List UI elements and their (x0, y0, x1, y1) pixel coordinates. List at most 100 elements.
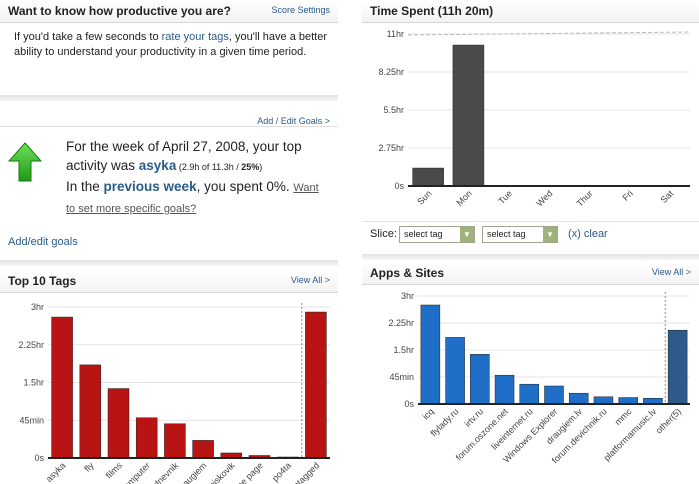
apps-sites-view-all-link[interactable]: View All > (651, 267, 691, 277)
x-tick-label: mmc (613, 406, 634, 427)
y-tick-label: 5.5hr (383, 105, 404, 115)
clear-slice-link[interactable]: (x) clear (568, 228, 608, 240)
apps-sites-header: Apps & Sites View All > (362, 262, 699, 285)
top-tags-title: Top 10 Tags (8, 274, 77, 288)
bar (305, 311, 327, 459)
top-tags-view-all-link[interactable]: View All > (290, 275, 330, 285)
x-tick-label: asyka (44, 460, 68, 484)
x-tick-label: Sun (415, 188, 433, 206)
slice-select-2[interactable]: select tag ▼ (482, 226, 558, 243)
bar (593, 396, 614, 405)
x-tick-label: computer (119, 460, 153, 484)
bar (164, 423, 186, 459)
add-edit-goals-top-link[interactable]: Add / Edit Goals > (257, 116, 330, 126)
bar (420, 304, 441, 405)
time-spent-chart: 0s 2.75hr 5.5hr 8.25hr 11hr Sun Mon Tue Wed Thur F… (378, 29, 691, 209)
trend-line (407, 31, 691, 36)
goals-line2: activity was asyka (2.9h of 11.3h / 25%) (66, 156, 338, 177)
bar (79, 364, 102, 459)
goals-panel: Add / Edit Goals > For the week of April… (0, 104, 338, 258)
goals-line3-post: , you spent 0%. (196, 179, 294, 194)
x-tick-label: fly (82, 460, 96, 474)
bar (667, 329, 688, 405)
bar (107, 388, 130, 459)
x-tick-label: Tue (496, 188, 514, 206)
x-tick-label: icq (421, 406, 436, 421)
x-tick-label: Sat (659, 188, 676, 205)
want-goals-link-1[interactable]: Want (293, 182, 319, 194)
x-tick-label: poiskovik (203, 460, 237, 484)
y-tick-label: 3hr (401, 291, 414, 301)
want-goals-link-2[interactable]: to set more specific goals? (66, 203, 197, 215)
x-tick-label: films (104, 460, 125, 481)
y-tick-label: 1.5hr (23, 378, 44, 388)
slice-divider (362, 221, 699, 222)
chevron-down-icon: ▼ (543, 227, 557, 242)
productivity-panel: Want to know how productive you are? Sco… (0, 0, 338, 90)
bar (135, 417, 158, 459)
bar (470, 354, 490, 405)
y-tick-label: 1.5hr (393, 345, 414, 355)
goals-line3-pre: In the (66, 179, 104, 194)
bar (544, 385, 564, 405)
productivity-title: Want to know how productive you are? (8, 4, 231, 18)
divider (0, 95, 338, 101)
x-tick-label: po4ta (270, 460, 293, 483)
bar (494, 374, 515, 405)
top-tags-panel: Top 10 Tags View All > 0s 45min 1.5hr 2.25h… (0, 270, 338, 484)
bar (445, 337, 465, 405)
y-tick-label: 45min (389, 372, 414, 382)
time-spent-panel: Time Spent (11h 20m) 0s 2.75hr 5.5hr 8.25hr… (362, 0, 699, 250)
top-activity-link[interactable]: asyka (138, 158, 177, 173)
y-tick-label: 8.25hr (378, 67, 404, 77)
score-settings-link[interactable]: Score Settings (271, 5, 330, 15)
previous-week-link[interactable]: previous week (103, 179, 197, 194)
y-tick-label: 2.75hr (378, 143, 404, 153)
x-tick-label: draugiem (175, 460, 209, 484)
time-spent-title: Time Spent (11h 20m) (370, 4, 494, 18)
y-tick-label: 11hr (387, 29, 404, 39)
x-tick-label: dnevnik (151, 460, 180, 484)
goals-line3: In the previous week, you spent 0%. Want (66, 177, 338, 198)
top-tags-chart: 0s 45min 1.5hr 2.25hr 3hr asyka fly filmscomput… (18, 302, 330, 484)
y-tick-label: 0s (404, 399, 414, 409)
y-tick-label: 3hr (31, 302, 44, 312)
x-tick-label: Thur (575, 188, 595, 208)
column-separator (338, 0, 362, 484)
productivity-text-after: , you'll have a better ability to unders… (14, 31, 328, 58)
add-edit-goals-bottom-link[interactable]: Add/edit goals (8, 236, 78, 248)
productivity-text: If you'd take a few seconds to rate your… (14, 30, 332, 60)
top-tags-header: Top 10 Tags View All > (0, 270, 338, 293)
x-tick-label: Wed (534, 188, 554, 208)
y-tick-label: 2.25hr (18, 340, 44, 350)
goals-line2-pre: activity was (66, 158, 139, 173)
slice-label: Slice: (370, 228, 397, 240)
x-tick-label: irtv.ru (463, 406, 486, 429)
x-tick-label: Fri (620, 188, 634, 202)
goals-text: For the week of April 27, 2008, your top… (66, 137, 338, 219)
goals-line1: For the week of April 27, 2008, your top (66, 139, 302, 154)
bar (192, 440, 214, 459)
rate-tags-link[interactable]: rate your tags (161, 31, 229, 43)
divider (0, 260, 338, 266)
bar (412, 167, 444, 187)
bar (51, 316, 73, 459)
x-tick-label: other(5) (654, 406, 683, 435)
y-tick-label: 2.25hr (388, 318, 414, 328)
bar (519, 383, 540, 405)
apps-sites-title: Apps & Sites (370, 266, 445, 280)
x-tick-label: Mon (454, 188, 473, 207)
bar (568, 392, 589, 405)
chevron-down-icon: ▼ (460, 227, 474, 242)
bar (452, 44, 485, 187)
slice-select-1-value: select tag (404, 229, 443, 239)
divider (362, 254, 699, 260)
x-tick-label: untagged (288, 460, 322, 484)
productivity-text-before: If you'd take a few seconds to (14, 31, 162, 43)
time-spent-header: Time Spent (11h 20m) (362, 0, 699, 23)
up-arrow-icon (8, 142, 42, 182)
goals-detail-pct: 25% (241, 162, 260, 172)
slice-select-1[interactable]: select tag ▼ (399, 226, 475, 243)
goals-header-line (0, 126, 338, 127)
